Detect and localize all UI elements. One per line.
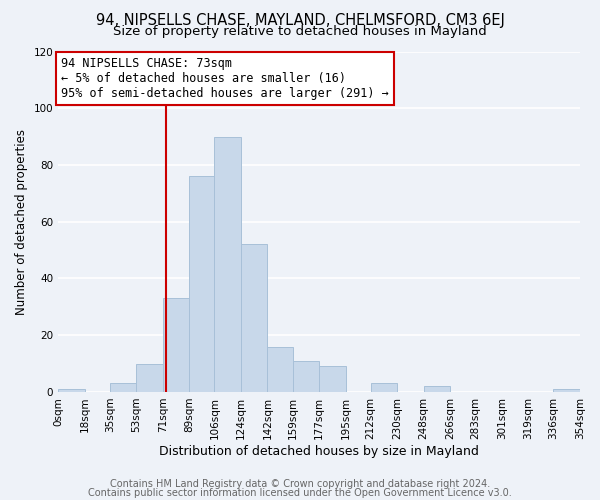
Y-axis label: Number of detached properties: Number of detached properties [15, 128, 28, 314]
Text: Size of property relative to detached houses in Mayland: Size of property relative to detached ho… [113, 25, 487, 38]
Bar [371, 384, 397, 392]
Bar [553, 389, 580, 392]
Bar [293, 360, 319, 392]
Bar [58, 389, 85, 392]
Bar [190, 176, 214, 392]
Bar [214, 136, 241, 392]
Bar [163, 298, 190, 392]
Bar [268, 346, 293, 392]
Text: 94 NIPSELLS CHASE: 73sqm
← 5% of detached houses are smaller (16)
95% of semi-de: 94 NIPSELLS CHASE: 73sqm ← 5% of detache… [61, 57, 389, 100]
Text: Contains HM Land Registry data © Crown copyright and database right 2024.: Contains HM Land Registry data © Crown c… [110, 479, 490, 489]
Text: Contains public sector information licensed under the Open Government Licence v3: Contains public sector information licen… [88, 488, 512, 498]
Bar [110, 384, 136, 392]
Bar [319, 366, 346, 392]
Bar [424, 386, 450, 392]
Text: 94, NIPSELLS CHASE, MAYLAND, CHELMSFORD, CM3 6EJ: 94, NIPSELLS CHASE, MAYLAND, CHELMSFORD,… [95, 12, 505, 28]
Bar [136, 364, 163, 392]
X-axis label: Distribution of detached houses by size in Mayland: Distribution of detached houses by size … [159, 444, 479, 458]
Bar [241, 244, 268, 392]
